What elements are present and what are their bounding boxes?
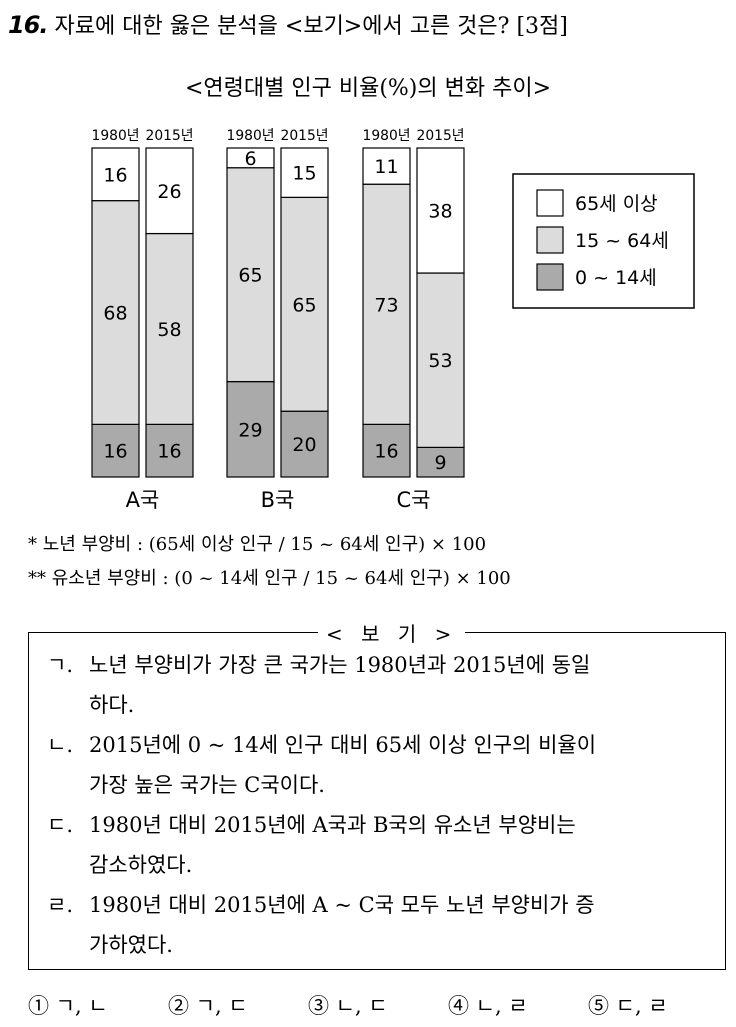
statement-text: 노년 부양비가 가장 큰 국가는 1980년과 2015년에 동일 [89, 653, 591, 677]
statement-label: ㄷ. [47, 813, 73, 837]
bar-value-label: 68 [103, 303, 127, 325]
choice-3[interactable]: ③ ㄴ, ㄷ [308, 994, 388, 1018]
country-label: B국 [261, 488, 295, 512]
bar-segment [91, 147, 140, 202]
bar-value-label: 53 [428, 350, 452, 372]
bar-segment [91, 423, 140, 478]
bar-segment [362, 147, 411, 185]
bar-segment [145, 423, 194, 478]
bar-value-label: 65 [238, 265, 262, 287]
bar-year-label: 1980년 [92, 128, 140, 144]
bar-year-label: 2015년 [417, 128, 465, 144]
bar-segment [91, 200, 140, 425]
bar-segment [362, 423, 411, 478]
statement-label: ㄱ. [47, 653, 73, 677]
question-stem: 16. 자료에 대한 옳은 분석을 <보기>에서 고른 것은? [3점] [8, 8, 568, 40]
bar-year-label: 1980년 [227, 128, 275, 144]
bar-value-label: 15 [292, 163, 316, 185]
bar-year-label: 1980년 [363, 128, 411, 144]
bar-year-label: 2015년 [281, 128, 329, 144]
bar-segment [362, 183, 411, 425]
statement-label: ㄹ. [47, 893, 73, 917]
bar-value-label: 65 [292, 294, 316, 316]
statement-text-cont: 가장 높은 국가는 C국이다. [89, 773, 325, 797]
bar-segment [280, 410, 329, 478]
bar-value-label: 16 [157, 441, 181, 463]
bar-segment [416, 147, 465, 274]
bar-segment [226, 147, 275, 169]
legend-label: 65세 이상 [575, 193, 658, 215]
bar-segment [145, 232, 194, 425]
bar-value-label: 9 [434, 452, 446, 474]
statement-giyeok: ㄱ. 노년 부양비가 가장 큰 국가는 1980년과 2015년에 동일 하다. [47, 645, 712, 725]
statement-nieun: ㄴ. 2015년에 0 ~ 14세 인구 대비 65세 이상 인구의 비율이 가장… [47, 725, 712, 805]
question-number: 16. [8, 11, 49, 39]
bar-value-label: 6 [244, 148, 256, 170]
note-youth-dependency: ** 유소년 부양비 : (0 ~ 14세 인구 / 15 ~ 64세 인구) … [28, 568, 511, 589]
bar-year-label: 2015년 [146, 128, 194, 144]
question-text: 자료에 대한 옳은 분석을 <보기>에서 고른 것은? [3점] [54, 14, 568, 39]
bar-segment [416, 446, 465, 478]
statement-text-cont: 가하였다. [89, 933, 173, 957]
bar-segment [416, 272, 465, 448]
statement-text-cont: 감소하였다. [89, 853, 193, 877]
bogi-box: ㄱ. 노년 부양비가 가장 큰 국가는 1980년과 2015년에 동일 하다. … [28, 632, 726, 970]
statement-label: ㄴ. [47, 733, 73, 757]
bar-value-label: 58 [157, 319, 181, 341]
chart-title: <연령대별 인구 비율(%)의 변화 추이> [184, 76, 552, 101]
statement-digeut: ㄷ. 1980년 대비 2015년에 A국과 B국의 유소년 부양비는 감소하였다… [47, 805, 712, 885]
bar-value-label: 16 [103, 441, 127, 463]
note-elderly-dependency: * 노년 부양비 : (65세 이상 인구 / 15 ~ 64세 인구) × 1… [28, 534, 487, 555]
choice-5[interactable]: ⑤ ㄷ, ㄹ [588, 994, 668, 1018]
statement-text-cont: 하다. [89, 693, 135, 717]
bar-value-label: 73 [374, 294, 398, 316]
statement-text: 2015년에 0 ~ 14세 인구 대비 65세 이상 인구의 비율이 [89, 733, 597, 757]
stacked-bar-chart: 1980년 16 68 16 2015년 16 58 26 A국 1980년 29 65 6 2015년 2… [91, 128, 695, 512]
answer-choices: ① ㄱ, ㄴ ② ㄱ, ㄷ ③ ㄴ, ㄷ ④ ㄴ, ㄹ ⑤ ㄷ, ㄹ [28, 990, 668, 1020]
bar-segment [226, 380, 275, 478]
bar-value-label: 20 [292, 434, 316, 456]
bar-segment [280, 147, 329, 198]
country-label: C국 [397, 488, 431, 512]
bar-value-label: 29 [238, 419, 262, 441]
choice-4[interactable]: ④ ㄴ, ㄹ [448, 994, 528, 1018]
bar-value-label: 16 [374, 441, 398, 463]
choice-2[interactable]: ② ㄱ, ㄷ [168, 994, 248, 1018]
statement-text: 1980년 대비 2015년에 A국과 B국의 유소년 부양비는 [89, 813, 576, 837]
legend-swatch [536, 189, 564, 217]
choice-1[interactable]: ① ㄱ, ㄴ [28, 994, 108, 1018]
legend-swatch [536, 226, 564, 254]
legend-label: 0 ~ 14세 [575, 267, 657, 289]
country-label: A국 [126, 488, 160, 512]
bogi-title: < 보 기 > [318, 618, 466, 647]
statement-text: 1980년 대비 2015년에 A ~ C국 모두 노년 부양비가 증 [89, 893, 595, 917]
bar-value-label: 38 [428, 201, 452, 223]
bar-value-label: 16 [103, 164, 127, 186]
bar-segment [226, 167, 275, 383]
statement-rieul: ㄹ. 1980년 대비 2015년에 A ~ C국 모두 노년 부양비가 증 가하… [47, 885, 712, 965]
bar-value-label: 26 [157, 181, 181, 203]
legend-label: 15 ~ 64세 [575, 230, 669, 252]
legend-swatch [536, 263, 564, 291]
bar-segment [145, 147, 194, 235]
bar-value-label: 11 [374, 156, 398, 178]
